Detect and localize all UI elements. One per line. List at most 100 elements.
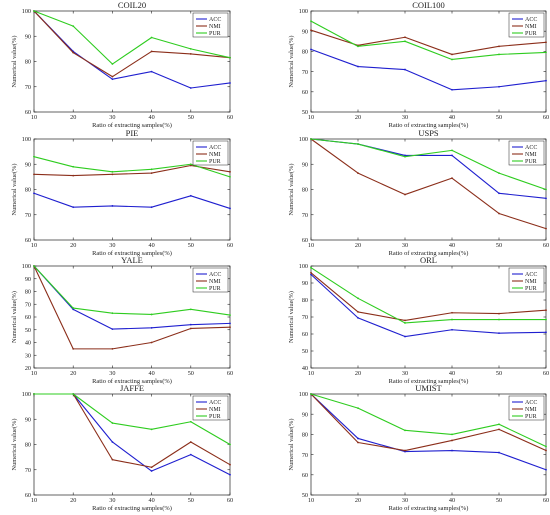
chart-title: COIL100 [412,0,445,10]
data-point-pur [498,54,500,56]
data-point-acc [451,89,453,91]
data-point-pur [357,45,359,47]
x-tick-label: 60 [227,242,233,249]
x-axis-label: Ratio of extracting samples(%) [92,505,172,512]
data-point-pur [151,168,153,170]
legend-label-pur: PUR [525,159,537,165]
y-tick-label: 40 [25,340,31,347]
legend-label-pur: PUR [209,31,221,37]
data-point-acc [498,332,500,334]
chart-panel-usps: USPS10203040506060708090100Ratio of extr… [288,128,549,257]
legend-label-acc: ACC [525,145,537,151]
data-point-pur [545,52,547,54]
data-point-nmi [33,173,35,175]
x-tick-label: 20 [70,497,76,504]
legend-label-acc: ACC [525,17,537,23]
data-point-nmi [72,348,74,350]
data-point-acc [498,192,500,194]
data-point-nmi [451,54,453,56]
legend-label-nmi: NMI [209,152,221,158]
data-point-pur [151,37,153,39]
data-point-pur [72,307,74,309]
x-tick-label: 30 [109,497,115,504]
y-tick-label: 90 [302,280,308,287]
data-point-pur [404,322,406,324]
data-point-pur [33,10,35,12]
data-point-nmi [229,464,231,466]
data-point-pur [190,48,192,50]
legend: ACCNMIPUR [509,13,544,37]
legend-label-nmi: NMI [525,279,537,285]
data-point-acc [404,336,406,338]
x-tick-label: 50 [188,370,194,377]
data-point-pur [229,314,231,316]
y-axis-label: Numerical value(%) [288,36,295,88]
data-point-nmi [498,313,500,315]
y-tick-label: 30 [25,352,31,359]
legend-label-acc: ACC [209,272,221,278]
y-tick-label: 60 [302,472,308,479]
data-point-nmi [112,173,114,175]
y-tick-label: 70 [25,467,31,474]
x-tick-label: 30 [402,242,408,249]
data-point-pur [310,20,312,22]
data-point-acc [151,470,153,472]
y-tick-label: 100 [299,263,308,270]
y-tick-label: 90 [25,416,31,423]
y-tick-label: 50 [302,492,308,499]
y-axis-label: Numerical value(%) [11,164,18,216]
data-point-acc [229,208,231,210]
data-point-nmi [151,466,153,468]
data-point-pur [404,429,406,431]
x-tick-label: 50 [188,114,194,121]
data-point-acc [357,66,359,68]
y-tick-label: 80 [25,59,31,66]
data-point-nmi [112,459,114,461]
data-point-nmi [72,175,74,177]
x-tick-label: 10 [31,242,37,249]
data-point-acc [190,454,192,456]
data-point-acc [451,329,453,331]
chart-panel-umist: UMIST1020304050605060708090100Ratio of e… [288,383,549,512]
x-tick-label: 30 [109,114,115,121]
data-point-nmi [72,52,74,54]
data-point-acc [229,474,231,476]
data-point-acc [72,206,74,208]
legend-label-pur: PUR [525,31,537,37]
legend: ACCNMIPUR [509,396,544,420]
x-tick-label: 20 [70,242,76,249]
data-point-nmi [545,228,547,230]
x-tick-label: 20 [70,114,76,121]
y-tick-label: 100 [22,263,31,270]
data-point-nmi [498,428,500,430]
y-tick-label: 50 [302,348,308,355]
x-tick-label: 30 [402,370,408,377]
x-tick-label: 40 [449,114,455,121]
x-tick-label: 10 [308,370,314,377]
y-tick-label: 100 [299,136,308,143]
data-point-pur [545,189,547,191]
data-point-nmi [498,213,500,215]
y-tick-label: 60 [302,89,308,96]
y-tick-label: 50 [302,109,308,116]
legend-label-acc: ACC [209,400,221,406]
y-tick-label: 60 [302,237,308,244]
chart-title: JAFFE [120,383,144,393]
x-tick-label: 30 [109,242,115,249]
x-tick-label: 10 [31,370,37,377]
y-tick-label: 80 [302,187,308,194]
data-point-acc [357,438,359,440]
data-point-acc [357,317,359,319]
data-point-nmi [357,311,359,313]
data-point-nmi [451,312,453,314]
data-point-acc [112,328,114,330]
y-tick-label: 100 [22,391,31,398]
data-point-acc [498,452,500,454]
y-tick-label: 90 [302,28,308,35]
data-point-acc [151,71,153,73]
data-point-acc [451,155,453,157]
x-tick-label: 50 [496,497,502,504]
y-tick-label: 60 [302,331,308,338]
y-tick-label: 70 [25,84,31,91]
data-point-nmi [151,51,153,53]
